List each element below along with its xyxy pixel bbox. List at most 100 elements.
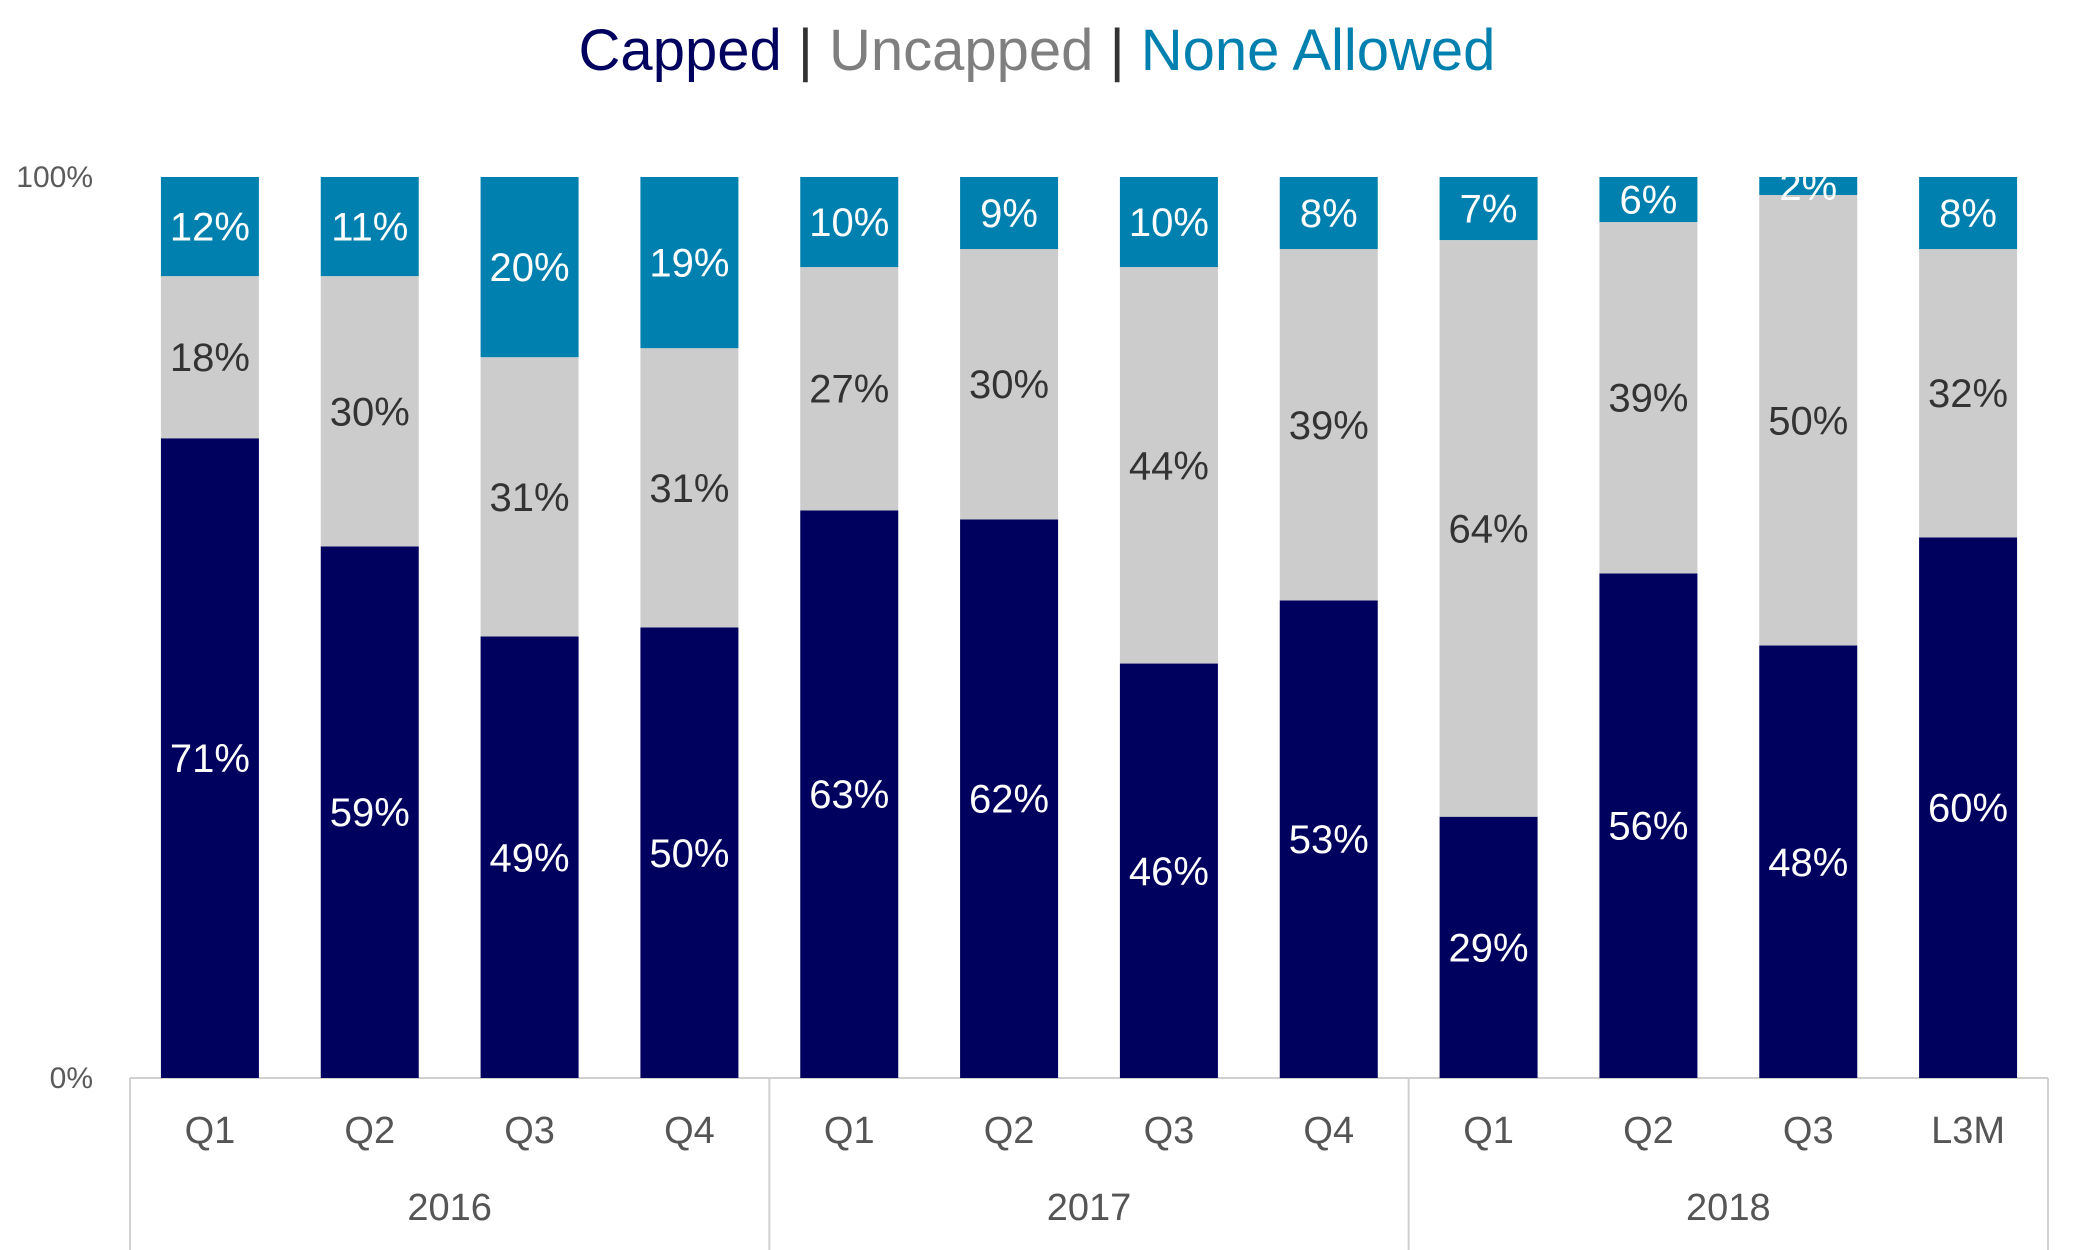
- data-label-capped: 59%: [330, 791, 410, 835]
- data-label-none-allowed: 19%: [649, 242, 729, 286]
- data-label-uncapped: 18%: [170, 336, 250, 380]
- category-label: Q1: [185, 1110, 236, 1152]
- bar-segment-capped: [800, 510, 899, 1078]
- bar-segment-none-allowed: [1279, 177, 1378, 250]
- bar-segment-none-allowed: [1759, 177, 1858, 196]
- data-labels: 71% 18% 12% 59% 30% 11% 49% 31% 20% 50% 31% 19% 63% 2…: [170, 165, 2008, 970]
- bar-segment-capped: [1279, 600, 1378, 1078]
- data-label-uncapped: 44%: [1129, 444, 1209, 488]
- bar-segment-capped: [1599, 573, 1698, 1078]
- bar-segment-uncapped: [640, 348, 739, 628]
- bar-segment-uncapped: [1759, 195, 1858, 646]
- bar-segment-capped: [960, 519, 1059, 1078]
- category-label: L3M: [1931, 1110, 2005, 1152]
- bar-segment-capped: [1759, 645, 1858, 1078]
- title-uncapped: Uncapped: [829, 18, 1093, 83]
- bar-segment-capped: [480, 636, 579, 1078]
- data-label-none-allowed: 8%: [1939, 192, 1997, 236]
- category-label: Q1: [824, 1110, 875, 1152]
- bar-segment-none-allowed: [1919, 177, 2018, 250]
- category-label: Q4: [1303, 1110, 1354, 1152]
- data-label-none-allowed: 11%: [331, 206, 408, 250]
- bar-segment-capped: [1439, 816, 1538, 1078]
- data-label-uncapped: 32%: [1928, 372, 2008, 416]
- data-label-uncapped: 31%: [649, 467, 729, 511]
- bar-segment-none-allowed: [160, 177, 259, 277]
- data-label-capped: 49%: [490, 836, 570, 880]
- category-label: Q2: [344, 1110, 395, 1152]
- data-label-uncapped: 31%: [490, 476, 570, 520]
- data-label-none-allowed: 7%: [1460, 188, 1518, 232]
- bar-segment-uncapped: [1439, 240, 1538, 817]
- data-label-uncapped: 30%: [969, 363, 1049, 407]
- bar-segment-none-allowed: [320, 177, 419, 277]
- bar-segment-none-allowed: [480, 177, 579, 358]
- y-tick-label: 100%: [16, 161, 93, 194]
- data-label-capped: 56%: [1608, 805, 1688, 849]
- year-label: 2016: [407, 1187, 492, 1229]
- title-separator-2: |: [1093, 18, 1140, 83]
- data-label-none-allowed: 9%: [980, 192, 1038, 236]
- bar-segment-none-allowed: [1599, 177, 1698, 223]
- bar-segment-none-allowed: [1439, 177, 1538, 241]
- data-label-capped: 53%: [1289, 818, 1369, 862]
- data-label-uncapped: 39%: [1289, 404, 1369, 448]
- bar-segment-uncapped: [1119, 267, 1218, 664]
- bar-segment-uncapped: [800, 267, 899, 511]
- title-separator-1: |: [782, 18, 829, 83]
- category-label: Q2: [984, 1110, 1035, 1152]
- data-label-capped: 60%: [1928, 787, 2008, 831]
- bar-segment-uncapped: [1279, 249, 1378, 601]
- bar-segment-capped: [1119, 663, 1218, 1078]
- title-capped: Capped: [579, 18, 782, 83]
- bar-segment-none-allowed: [800, 177, 899, 268]
- bar-segment-none-allowed: [640, 177, 739, 349]
- bar-segment-uncapped: [480, 357, 579, 637]
- year-label: 2018: [1686, 1187, 1771, 1229]
- bar-segment-uncapped: [1599, 222, 1698, 574]
- category-label: Q3: [1144, 1110, 1195, 1152]
- bar-segment-uncapped: [320, 276, 419, 547]
- bar-segment-capped: [1919, 537, 2018, 1078]
- data-label-none-allowed: 20%: [490, 246, 570, 290]
- data-label-capped: 71%: [170, 737, 250, 781]
- year-label: 2017: [1047, 1187, 1132, 1229]
- bar-segment-uncapped: [1919, 249, 2018, 538]
- data-label-none-allowed: 6%: [1620, 179, 1678, 223]
- data-label-uncapped: 50%: [1768, 399, 1848, 443]
- data-label-uncapped: 39%: [1608, 377, 1688, 421]
- category-label: Q2: [1623, 1110, 1674, 1152]
- data-label-none-allowed: 12%: [170, 206, 250, 250]
- data-label-capped: 29%: [1449, 926, 1529, 970]
- bars: [160, 177, 2018, 1078]
- bar-segment-capped: [320, 546, 419, 1078]
- data-label-none-allowed: 8%: [1300, 192, 1358, 236]
- data-label-none-allowed: 10%: [1129, 201, 1209, 245]
- bar-segment-capped: [160, 438, 259, 1078]
- axes: 0% 100% 2016 2017 2018 Q1 Q2 Q3 Q4 Q1 Q2 Q3 Q4 Q1 Q2 Q3…: [16, 161, 2049, 1250]
- data-label-capped: 50%: [649, 832, 729, 876]
- data-label-capped: 48%: [1768, 841, 1848, 885]
- chart-title: Capped | Uncapped | None Allowed: [579, 18, 1496, 83]
- category-label: Q4: [664, 1110, 715, 1152]
- y-tick-label: 0%: [50, 1062, 93, 1095]
- bar-segment-uncapped: [160, 276, 259, 439]
- bar-segment-uncapped: [960, 249, 1059, 520]
- data-label-capped: 46%: [1129, 850, 1209, 894]
- data-label-none-allowed: 2%: [1779, 165, 1837, 209]
- category-label: Q1: [1463, 1110, 1514, 1152]
- data-label-none-allowed: 10%: [809, 201, 889, 245]
- category-label: Q3: [1783, 1110, 1834, 1152]
- title-none-allowed: None Allowed: [1141, 18, 1496, 83]
- data-label-uncapped: 64%: [1449, 507, 1529, 551]
- bar-segment-none-allowed: [1119, 177, 1218, 268]
- data-label-capped: 62%: [969, 778, 1049, 822]
- data-label-uncapped: 27%: [809, 368, 889, 412]
- bar-segment-capped: [640, 627, 739, 1078]
- data-label-capped: 63%: [809, 773, 889, 817]
- data-label-uncapped: 30%: [330, 390, 410, 434]
- category-label: Q3: [504, 1110, 555, 1152]
- bar-segment-none-allowed: [960, 177, 1059, 250]
